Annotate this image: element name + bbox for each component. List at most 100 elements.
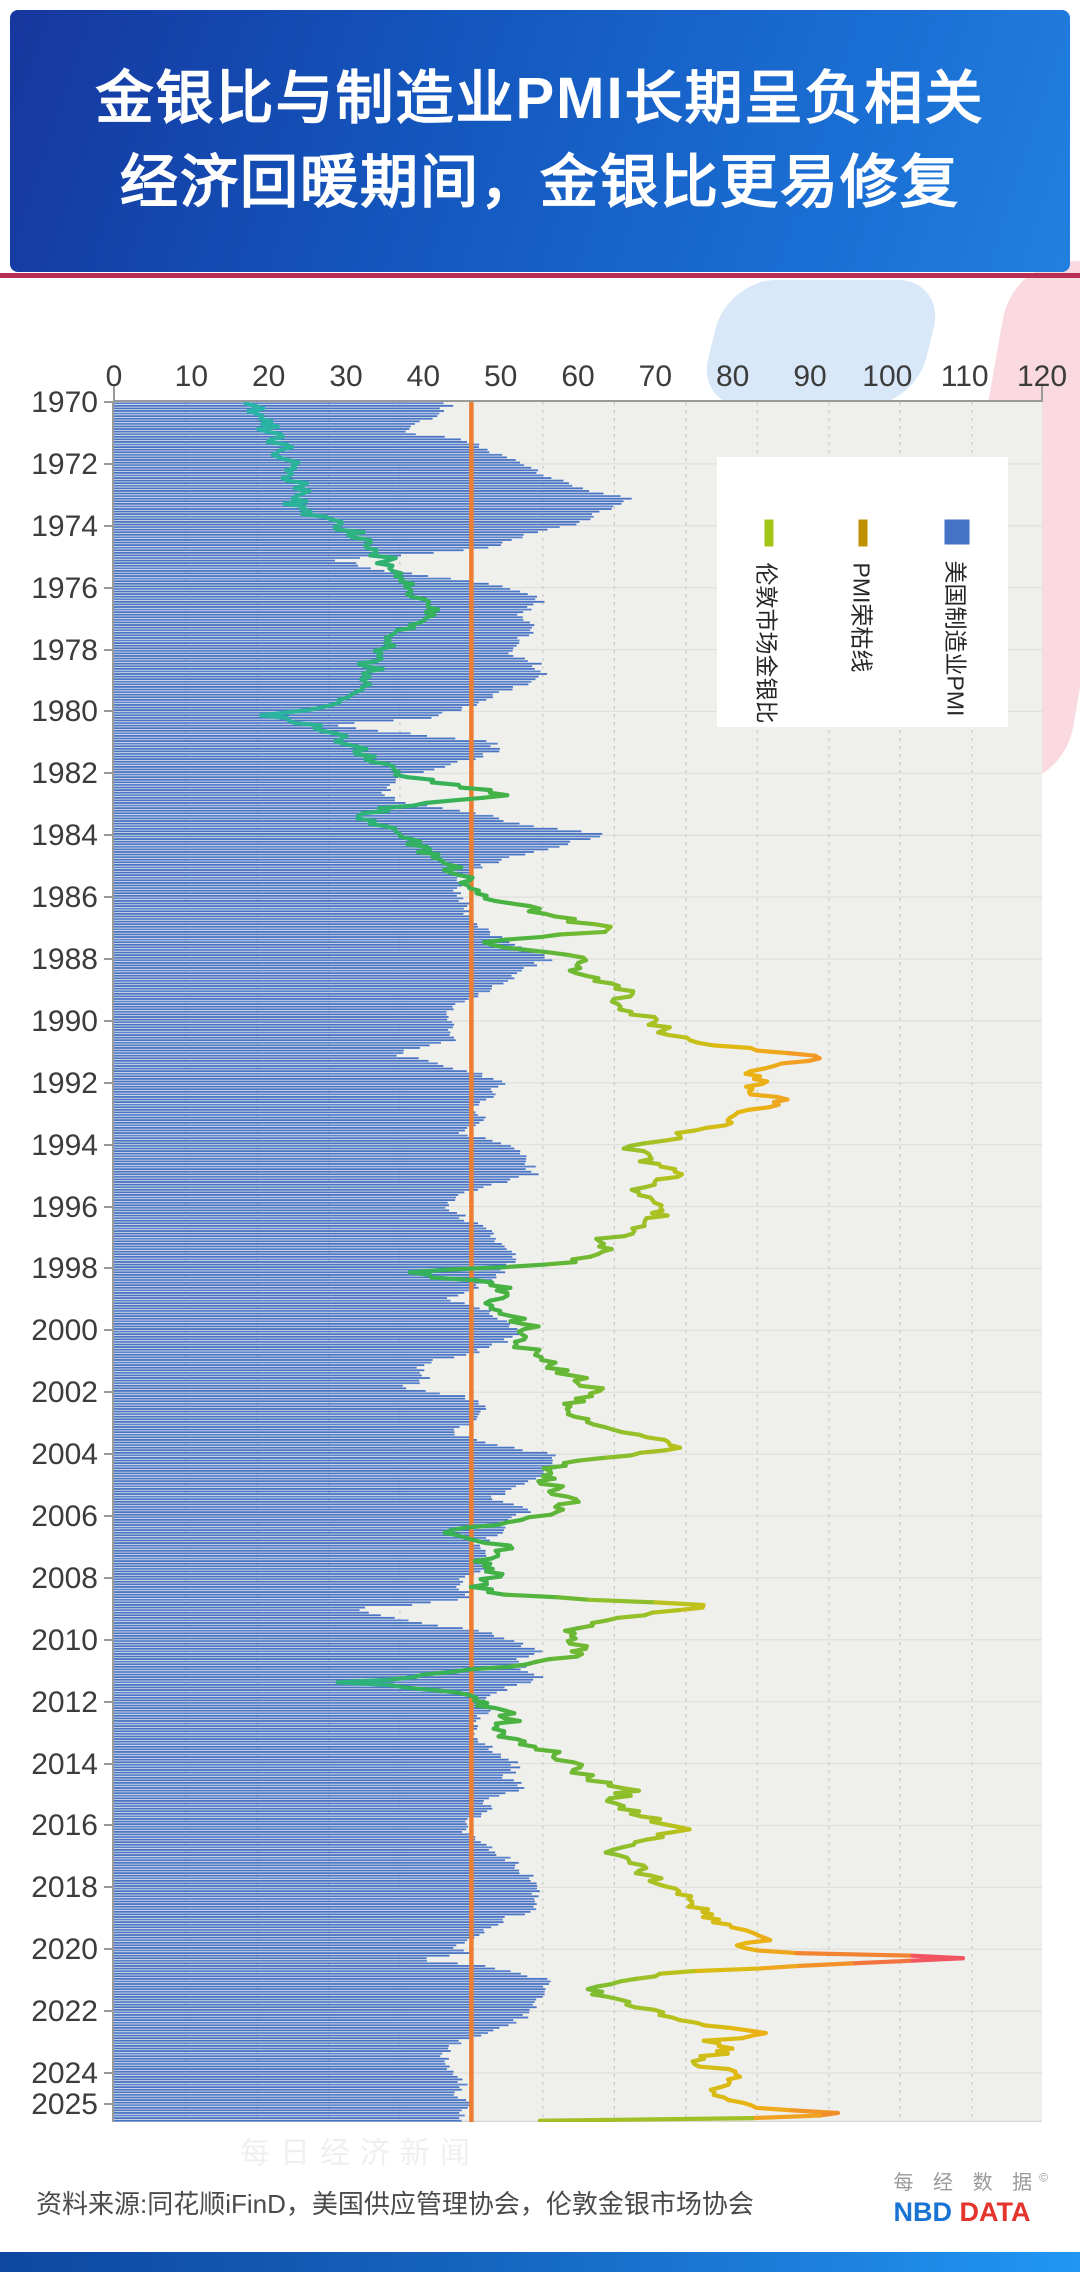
- x-tick-0: 0: [105, 360, 123, 393]
- y-tick-2004: 2004: [31, 1438, 98, 1472]
- x-tick-70: 70: [638, 360, 673, 393]
- y-tick-mark-2025: [104, 2102, 113, 2105]
- legend-swatch-0-icon: [944, 519, 970, 544]
- y-tick-mark-1994: [104, 1143, 113, 1146]
- legend-item-2: 伦敦市场金银比: [751, 457, 785, 727]
- nbd-data-logo: 每 经 数 据© NBD DATA: [893, 2166, 1048, 2228]
- y-tick-2008: 2008: [31, 1561, 98, 1595]
- footer-bar: [0, 2252, 1080, 2272]
- y-tick-mark-1974: [104, 524, 113, 527]
- y-tick-1980: 1980: [31, 695, 98, 729]
- y-tick-1994: 1994: [31, 1128, 98, 1162]
- y-tick-mark-2010: [104, 1638, 113, 1641]
- y-tick-mark-2022: [104, 2010, 113, 2013]
- x-tick-50: 50: [483, 360, 518, 393]
- gold-silver-ratio-line: [243, 402, 966, 2122]
- y-tick-mark-2000: [104, 1329, 113, 1332]
- y-tick-1996: 1996: [31, 1190, 98, 1224]
- x-axis-line: [114, 400, 1042, 402]
- chart-legend: 美国制造业PMI PMI荣枯线 伦敦市场金银比: [717, 457, 1008, 727]
- y-tick-2024: 2024: [31, 2057, 98, 2090]
- legend-items: 美国制造业PMI PMI荣枯线 伦敦市场金银比: [717, 457, 1008, 727]
- legend-label-2: 伦敦市场金银比: [753, 562, 780, 723]
- y-tick-mark-1992: [104, 1081, 113, 1084]
- y-tick-mark-1976: [104, 586, 113, 589]
- y-tick-mark-2008: [104, 1576, 113, 1579]
- legend-swatch-2-icon: [763, 519, 773, 546]
- y-axis-line: [112, 402, 114, 2122]
- pmi-bars-series: [114, 402, 632, 2122]
- x-tick-mark-120: [1041, 386, 1043, 402]
- x-tick-40: 40: [406, 360, 441, 393]
- y-tick-1976: 1976: [31, 571, 98, 605]
- y-tick-2006: 2006: [31, 1500, 98, 1533]
- y-tick-1978: 1978: [31, 633, 98, 667]
- y-tick-mark-2020: [104, 1948, 113, 1951]
- chart-canvas: [114, 402, 1042, 2122]
- legend-label-0: 美国制造业PMI: [941, 560, 968, 716]
- y-tick-1990: 1990: [31, 1004, 98, 1038]
- y-tick-mark-1996: [104, 1205, 113, 1208]
- y-tick-1984: 1984: [31, 819, 98, 853]
- y-tick-mark-2024: [104, 2072, 113, 2074]
- x-tick-mark-0: [113, 386, 115, 402]
- y-tick-mark-2002: [104, 1391, 113, 1394]
- y-tick-mark-1990: [104, 1019, 113, 1022]
- y-tick-1982: 1982: [31, 757, 98, 791]
- logo-latin-text: NBD DATA: [893, 2197, 1048, 2228]
- y-tick-2016: 2016: [31, 1809, 98, 1843]
- header-banner: 金银比与制造业PMI长期呈负相关 经济回暖期间，金银比更易修复: [10, 10, 1070, 272]
- y-tick-mark-1970: [104, 401, 113, 403]
- y-tick-mark-2014: [104, 1762, 113, 1765]
- y-tick-2025: 2025: [31, 2087, 98, 2121]
- legend-label-1: PMI荣枯线: [847, 562, 874, 672]
- x-tick-90: 90: [793, 360, 827, 393]
- logo-data: DATA: [959, 2197, 1031, 2227]
- y-tick-mark-1984: [104, 834, 113, 837]
- legend-swatch-1-icon: [858, 519, 868, 546]
- data-source-note: 资料来源:同花顺iFinD，美国供应管理协会，伦敦金银市场协会: [36, 2189, 754, 2219]
- y-tick-2010: 2010: [31, 1623, 98, 1657]
- y-tick-2012: 2012: [31, 1685, 98, 1719]
- y-tick-2022: 2022: [31, 1995, 98, 2029]
- x-tick-110: 110: [940, 360, 989, 393]
- y-tick-1974: 1974: [31, 509, 98, 543]
- y-tick-2020: 2020: [31, 1933, 98, 1967]
- y-tick-mark-1988: [104, 958, 113, 960]
- y-tick-1986: 1986: [31, 881, 98, 915]
- legend-item-0: 美国制造业PMI: [940, 457, 974, 727]
- y-tick-1998: 1998: [31, 1252, 98, 1286]
- y-tick-1992: 1992: [31, 1066, 98, 1100]
- y-tick-2000: 2000: [31, 1314, 98, 1348]
- x-tick-10: 10: [174, 360, 209, 393]
- y-tick-mark-2016: [104, 1824, 113, 1827]
- x-tick-100: 100: [862, 360, 913, 393]
- y-tick-2018: 2018: [31, 1871, 98, 1905]
- header-divider: [0, 273, 1080, 278]
- x-tick-60: 60: [561, 360, 595, 393]
- y-tick-mark-2004: [104, 1453, 113, 1456]
- page-title-line-2: 经济回暖期间，金银比更易修复: [119, 150, 960, 215]
- y-tick-1988: 1988: [31, 943, 98, 976]
- x-tick-30: 30: [329, 360, 363, 393]
- y-tick-mark-2012: [104, 1700, 113, 1703]
- y-tick-mark-1972: [104, 462, 113, 465]
- logo-nbd: NBD: [893, 2197, 952, 2227]
- y-tick-2014: 2014: [31, 1747, 98, 1781]
- x-tick-80: 80: [715, 360, 750, 393]
- y-tick-2002: 2002: [31, 1376, 98, 1410]
- y-tick-mark-2018: [104, 1886, 113, 1889]
- y-tick-mark-1978: [104, 648, 113, 651]
- watermark-text: 每日经济新闻: [240, 2137, 480, 2170]
- y-tick-1972: 1972: [31, 447, 98, 481]
- y-tick-mark-1998: [104, 1267, 113, 1270]
- legend-item-1: PMI荣枯线: [846, 457, 880, 727]
- y-tick-mark-1986: [104, 896, 113, 899]
- x-tick-20: 20: [251, 360, 286, 393]
- logo-chinese-text: 每 经 数 据©: [893, 2170, 1048, 2194]
- y-tick-1970: 1970: [31, 386, 98, 419]
- page-title-line-1: 金银比与制造业PMI长期呈负相关: [95, 66, 985, 131]
- y-tick-mark-1980: [104, 710, 113, 713]
- y-tick-mark-1982: [104, 772, 113, 775]
